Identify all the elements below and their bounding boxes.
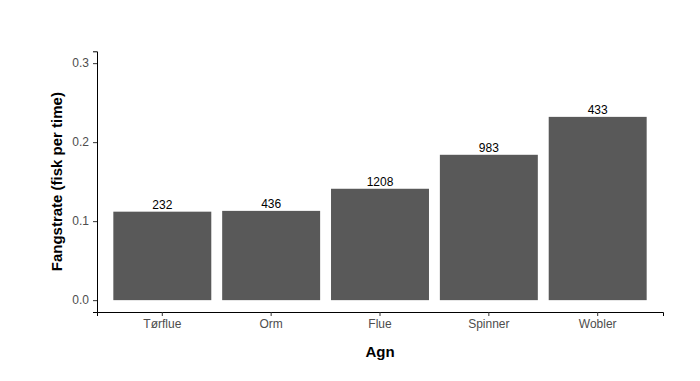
y-tick: 0.0	[72, 293, 97, 307]
bar	[222, 211, 320, 300]
bar	[113, 212, 211, 300]
y-tick-label: 0.2	[72, 135, 89, 149]
y-tick-mark	[93, 221, 97, 222]
chart: 232 436 1208 983 433 0.0 0.1 0.2 0.3 Tørflue Orm Fl…	[0, 0, 700, 381]
y-tick: 0.3	[72, 56, 97, 70]
y-tick-mark	[93, 63, 97, 64]
x-tick: Tørflue	[143, 312, 181, 331]
y-axis-line	[93, 52, 98, 313]
y-tick-label: 0.0	[72, 293, 89, 307]
y-tick-label: 0.1	[72, 214, 89, 228]
count-label: 232	[152, 198, 172, 212]
x-tick-label: Orm	[259, 317, 282, 331]
x-axis-line	[98, 313, 664, 317]
bars	[113, 117, 646, 300]
count-label: 1208	[367, 175, 394, 189]
y-axis: 0.0 0.1 0.2 0.3	[72, 52, 97, 313]
y-tick-mark	[93, 142, 97, 143]
y-tick: 0.1	[72, 214, 97, 228]
x-tick: Spinner	[468, 312, 509, 331]
x-tick-label: Wobler	[579, 317, 617, 331]
y-tick: 0.2	[72, 135, 97, 149]
x-tick: Flue	[368, 312, 392, 331]
x-axis-title: Agn	[365, 343, 394, 360]
x-tick-mark	[162, 312, 163, 316]
y-tick-mark	[93, 300, 97, 301]
x-tick-label: Flue	[368, 317, 392, 331]
x-tick: Wobler	[579, 312, 617, 331]
x-tick-mark	[488, 312, 489, 316]
x-tick-mark	[271, 312, 272, 316]
x-tick-mark	[380, 312, 381, 316]
y-axis-title: Fangstrate (fisk per time)	[48, 92, 65, 271]
count-labels: 232 436 1208 983 433	[152, 103, 608, 212]
count-label: 433	[588, 103, 608, 117]
count-label: 983	[479, 141, 499, 155]
bar	[440, 155, 538, 300]
bar	[331, 189, 429, 300]
x-tick-label: Spinner	[468, 317, 509, 331]
y-tick-label: 0.3	[72, 56, 89, 70]
x-axis: Tørflue Orm Flue Spinner Wobler	[98, 312, 664, 331]
x-tick: Orm	[259, 312, 282, 331]
count-label: 436	[261, 197, 281, 211]
x-tick-mark	[597, 312, 598, 316]
x-tick-label: Tørflue	[143, 317, 181, 331]
bar	[549, 117, 647, 300]
